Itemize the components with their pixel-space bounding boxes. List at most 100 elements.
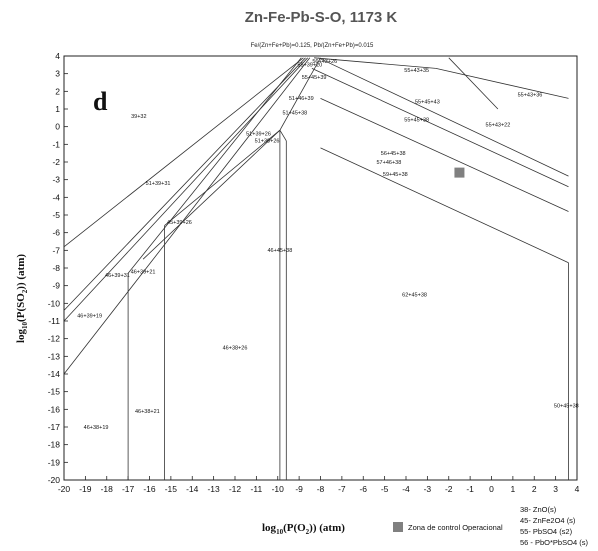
region-label: 51+38+26 bbox=[255, 139, 280, 145]
phase-boundary-line bbox=[63, 57, 311, 375]
operational-zone bbox=[454, 167, 465, 178]
phase-boundary-line bbox=[311, 68, 569, 188]
region-label: 55+43+35 bbox=[404, 68, 429, 74]
x-tick-label: -19 bbox=[79, 484, 92, 494]
y-tick-label: -15 bbox=[48, 387, 61, 397]
x-tick-label: -20 bbox=[58, 484, 71, 494]
x-tick-label: -9 bbox=[295, 484, 303, 494]
phase-boundary-line bbox=[164, 129, 281, 226]
legend-species-2: 45- ZnFe2O4 (s) bbox=[520, 516, 576, 525]
chart-subtitle: Fe/(Zn+Fe+Pb)=0.125, Pb/(Zn+Fe+Pb)=0.015 bbox=[251, 43, 374, 49]
region-label: 56+45+38 bbox=[381, 151, 406, 157]
region-label: 50+45+38 bbox=[554, 404, 579, 410]
region-label: 46+39+31 bbox=[105, 273, 130, 279]
legend-zone-swatch bbox=[393, 522, 403, 532]
y-tick-label: -17 bbox=[48, 422, 61, 432]
y-tick-label: -7 bbox=[52, 245, 60, 255]
legend-zone-label: Zona de control Operacional bbox=[408, 523, 503, 532]
operational-zone-marker bbox=[454, 167, 465, 178]
y-tick-label: -10 bbox=[48, 298, 61, 308]
x-tick-label: -13 bbox=[207, 484, 220, 494]
region-label: 46+39+21 bbox=[131, 269, 156, 275]
x-tick-label: -18 bbox=[101, 484, 114, 494]
x-tick-label: -17 bbox=[122, 484, 135, 494]
y-tick-label: -1 bbox=[52, 139, 60, 149]
x-tick-label: 4 bbox=[575, 484, 580, 494]
region-label: 46+38+19 bbox=[84, 425, 109, 431]
y-tick-label: -4 bbox=[52, 192, 60, 202]
y-tick-label: 2 bbox=[55, 86, 60, 96]
region-label: 55+45+38 bbox=[404, 117, 429, 123]
phase-boundary-line bbox=[318, 57, 569, 177]
panel-label: d bbox=[93, 87, 108, 116]
x-tick-label: -12 bbox=[229, 484, 242, 494]
x-tick-label: -7 bbox=[338, 484, 346, 494]
phase-boundary-line bbox=[320, 98, 569, 212]
x-tick-label: 2 bbox=[532, 484, 537, 494]
region-label: 55+45+39 bbox=[302, 75, 327, 81]
y-tick-label: -9 bbox=[52, 281, 60, 291]
phase-boundary-line bbox=[63, 57, 304, 248]
x-tick-label: 0 bbox=[489, 484, 494, 494]
y-tick-label: 4 bbox=[55, 51, 60, 61]
y-tick-label: -6 bbox=[52, 228, 60, 238]
x-tick-label: -15 bbox=[165, 484, 178, 494]
y-tick-label: -8 bbox=[52, 263, 60, 273]
x-tick-label: 3 bbox=[553, 484, 558, 494]
region-label: 55+39+20 bbox=[297, 63, 322, 69]
region-label: 62+45+38 bbox=[402, 292, 427, 298]
x-tick-label: -14 bbox=[186, 484, 199, 494]
phase-boundary-line bbox=[142, 129, 281, 260]
region-label: 46+45+38 bbox=[267, 248, 292, 254]
x-tick-label: -11 bbox=[251, 484, 263, 494]
y-tick-label: -14 bbox=[48, 369, 61, 379]
region-label: 46+39+19 bbox=[77, 313, 102, 319]
x-tick-label: -2 bbox=[445, 484, 453, 494]
x-tick-label: -1 bbox=[466, 484, 474, 494]
region-label: 56+43+26 bbox=[312, 59, 337, 65]
region-label: 51+39+26 bbox=[246, 132, 271, 138]
x-tick-label: -8 bbox=[317, 484, 325, 494]
region-label: 55+45+43 bbox=[415, 100, 440, 106]
y-tick-label: -12 bbox=[48, 334, 61, 344]
region-label: 51+46+39 bbox=[289, 96, 314, 102]
region-label: 55+43+22 bbox=[486, 123, 511, 129]
phase-boundary-line bbox=[448, 57, 499, 110]
region-label: 51+39+31 bbox=[146, 181, 171, 187]
phase-boundary-line bbox=[279, 57, 321, 131]
region-label: 57+46+38 bbox=[377, 160, 402, 166]
chart-title: Zn-Fe-Pb-S-O, 1173 K bbox=[245, 9, 398, 26]
x-tick-label: -4 bbox=[402, 484, 410, 494]
legend: Zona de control Operacional 38- ZnO(s) 4… bbox=[393, 505, 588, 547]
x-tick-label: 1 bbox=[511, 484, 516, 494]
y-tick-label: -2 bbox=[52, 157, 60, 167]
phase-boundary-line bbox=[279, 129, 287, 142]
legend-species-4: 56 - PbO*PbSO4 (s) bbox=[520, 538, 588, 547]
x-tick-label: -3 bbox=[424, 484, 432, 494]
region-labels: 55+43+35 55+43+36 55+45+43 55+43+22 55+45+38… bbox=[77, 59, 578, 431]
region-label: 45+39+26 bbox=[167, 220, 192, 226]
phase-boundary-line bbox=[314, 57, 436, 69]
y-ticks: 4 3 2 1 0 -1 -2 -3 -4 -5 -6 -7 -8 -9 -10 -11 -12 -13 -14 -1… bbox=[48, 51, 68, 485]
region-label: 55+43+36 bbox=[518, 93, 543, 99]
y-tick-label: 0 bbox=[55, 122, 60, 132]
y-tick-label: -5 bbox=[52, 210, 60, 220]
x-tick-label: -5 bbox=[381, 484, 389, 494]
y-tick-label: -19 bbox=[48, 457, 61, 467]
region-label: 46+38+21 bbox=[135, 409, 160, 415]
phase-boundary-line bbox=[127, 57, 302, 274]
phase-boundary-line bbox=[435, 68, 569, 99]
phase-boundaries bbox=[63, 57, 569, 480]
y-tick-label: -16 bbox=[48, 404, 61, 414]
x-axis-label: log10(P(O2)) (atm) bbox=[262, 522, 345, 536]
y-tick-label: -13 bbox=[48, 351, 61, 361]
x-tick-label: -10 bbox=[272, 484, 285, 494]
y-tick-label: -18 bbox=[48, 440, 61, 450]
x-tick-label: -16 bbox=[143, 484, 156, 494]
region-label: 51+45+38 bbox=[282, 110, 307, 116]
phase-boundary-line bbox=[320, 147, 569, 264]
region-label: 59+45+38 bbox=[383, 172, 408, 178]
y-axis-label: log10(P(SO2)) (atm) bbox=[15, 254, 29, 343]
legend-species-3: 55- PbSO4 (s2) bbox=[520, 527, 573, 536]
